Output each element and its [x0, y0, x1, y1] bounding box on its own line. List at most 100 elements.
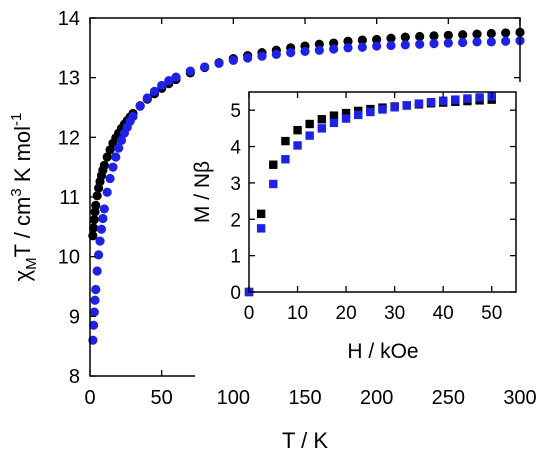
- main-series-2-point: [171, 72, 181, 82]
- inset-series-1-point: [305, 119, 314, 129]
- main-series-2-point: [443, 38, 453, 48]
- main-series-1-point: [458, 30, 468, 40]
- inset-series-2-point: [426, 97, 436, 107]
- main-series-1-point: [372, 34, 382, 45]
- main-series-2-point: [111, 152, 121, 162]
- main-y-tick-label: 11: [59, 187, 80, 209]
- main-y-tick-label: 13: [58, 68, 80, 90]
- inset-y-tick-label: 3: [230, 174, 241, 195]
- main-series-2-point: [372, 41, 382, 51]
- inset-x-tick-label: 30: [384, 303, 405, 324]
- main-x-tick-label: 250: [432, 387, 465, 409]
- main-x-tick-label: 150: [288, 387, 321, 409]
- main-y-axis-title: χMT / cm3 K mol-1: [8, 113, 40, 282]
- inset-background: [195, 82, 530, 377]
- main-x-axis-title: T / K: [282, 428, 328, 453]
- inset-y-tick-label: 5: [230, 101, 241, 122]
- main-series-2-point: [98, 213, 108, 224]
- main-series-1-point: [486, 28, 496, 39]
- main-series-2-point: [128, 111, 138, 122]
- main-series-2-point: [472, 37, 482, 47]
- inset-series-1-point: [269, 160, 278, 169]
- main-series-2-point: [91, 284, 101, 295]
- inset-series-1-point: [293, 125, 302, 135]
- inset-series-2-point: [378, 105, 387, 114]
- main-series-1-point: [99, 160, 109, 170]
- inset-series-1-point: [329, 111, 339, 120]
- main-series-2-point: [114, 143, 124, 153]
- inset-series-1-point: [256, 209, 266, 219]
- inset-series-1-point: [341, 108, 351, 118]
- inset-series-2-point: [366, 107, 375, 117]
- main-series-2-point: [314, 45, 324, 55]
- ylabel-sup-3: 3: [8, 188, 25, 196]
- inset-series-2-point: [293, 141, 302, 150]
- main-x-tick-label: 300: [503, 387, 536, 409]
- main-x-tick-label: 200: [360, 387, 393, 409]
- inset-series-1-point: [281, 136, 290, 146]
- inset-x-axis-title: H / kOe: [347, 340, 418, 363]
- main-series-1-point: [343, 36, 353, 46]
- inset-series-2-point: [256, 224, 266, 233]
- main-series-2-point: [486, 37, 496, 47]
- main-series-2-point: [135, 101, 145, 111]
- main-series-2-point: [94, 250, 104, 260]
- main-series-2-point: [343, 43, 353, 53]
- main-y-tick-label: 9: [69, 306, 80, 328]
- inset-x-tick-label: 40: [433, 303, 454, 324]
- inset-series-2-point: [317, 124, 327, 133]
- inset-x-tick-label: 50: [481, 303, 502, 324]
- inset-series-2-point: [475, 93, 484, 102]
- main-series-2-point: [149, 86, 160, 96]
- main-series-2-point: [271, 49, 281, 59]
- main-y-tick-label: 10: [58, 247, 80, 269]
- main-series-1-point: [88, 223, 99, 233]
- main-series-2-point: [357, 42, 367, 52]
- inset-series-2-point: [414, 99, 424, 108]
- ylabel-sup-neg1: -1: [8, 113, 25, 126]
- inset-x-tick-label: 20: [336, 303, 357, 324]
- main-series-1-point: [400, 32, 410, 42]
- main-series-1-point: [501, 28, 511, 38]
- main-series-2-point: [185, 66, 195, 76]
- inset-series-2-point: [438, 96, 448, 105]
- main-series-2-point: [89, 307, 99, 317]
- main-series-2-point: [92, 266, 102, 276]
- inset-x-tick-label: 10: [287, 303, 308, 324]
- inset-x-tick-label: 0: [244, 303, 255, 324]
- main-series-2-point: [142, 93, 152, 103]
- main-series-2-point: [501, 36, 511, 46]
- main-series-1-point: [472, 29, 482, 39]
- main-series-2-point: [243, 53, 253, 63]
- inset-series-2-point: [305, 131, 314, 140]
- main-series-2-point: [90, 295, 100, 305]
- main-series-2-point: [228, 55, 238, 65]
- inset-series-2-point: [451, 95, 460, 104]
- main-series-2-point: [386, 40, 396, 51]
- main-series-1-point: [357, 35, 367, 45]
- main-plot-marks: [88, 27, 525, 345]
- main-series-1-point: [415, 31, 425, 42]
- inset-series-2-point: [269, 179, 278, 189]
- main-series-2-point: [116, 135, 127, 145]
- main-series-2-point: [214, 58, 224, 68]
- main-x-tick-label: 0: [84, 387, 95, 409]
- main-series-2-point: [200, 62, 210, 72]
- inset-series-2-point: [329, 118, 339, 128]
- inset-plot-frame: [248, 91, 517, 293]
- main-series-1-point: [89, 215, 99, 225]
- main-series-2-point: [96, 224, 107, 234]
- inset-chart: 0 10 20 30 40 50 0 1 2 3 4 5 H / kOe M / Nβ: [191, 82, 530, 377]
- inset-series-2-point: [341, 114, 351, 123]
- inset-y-tick-label: 1: [230, 247, 241, 268]
- main-series-1-point: [443, 30, 453, 40]
- main-series-2-point: [415, 39, 425, 49]
- ylabel-sub-m: M: [23, 257, 40, 270]
- ylabel-chi: χ: [10, 269, 35, 281]
- ylabel-t-unit: T / cm: [10, 197, 35, 258]
- inset-axes: 0 10 20 30 40 50 0 1 2 3 4 5: [230, 92, 516, 324]
- main-series-2-point: [102, 187, 112, 197]
- main-x-tick-label: 100: [217, 387, 250, 409]
